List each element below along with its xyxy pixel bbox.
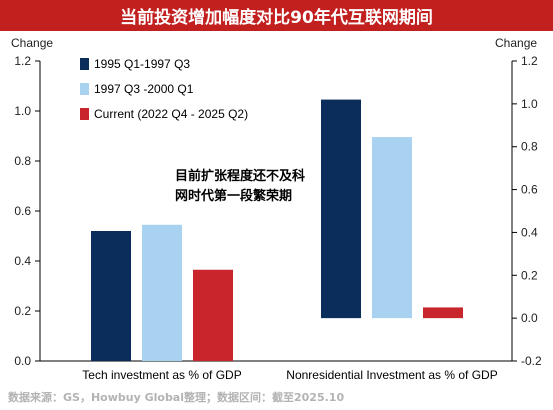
right-tick-label: 1.2 [521,54,538,68]
right-tick-label: 0.8 [521,140,538,154]
legend-label: Current (2022 Q4 - 2025 Q2) [94,107,248,121]
left-tick-label: 1.0 [14,104,31,118]
right-tick-label: 0.4 [521,225,538,239]
right-axis-ticks: -0.2 0.0 0.2 0.4 0.6 0.8 1.0 1.2 [512,54,542,368]
left-axis-label: Change [11,36,53,50]
left-tick-label: 0.2 [14,304,31,318]
bar-nonres-series-1 [321,99,361,319]
legend-swatch [80,83,89,95]
left-tick-label: 0.0 [14,354,31,368]
bar-nonres-series-2 [372,137,412,319]
legend-swatch [80,108,89,120]
legend-label: 1995 Q1-1997 Q3 [94,57,190,71]
right-axis-label: Change [495,36,537,50]
left-tick-label: 0.8 [14,154,31,168]
left-tick-label: 1.2 [14,54,31,68]
bar-tech-series-1 [91,231,131,361]
x-category-label-nonres: Nonresidential Investment as % of GDP [286,368,497,382]
right-tick-label: 1.0 [521,97,538,111]
right-tick-label: 0.6 [521,183,538,197]
legend-label: 1997 Q3 -2000 Q1 [94,82,194,96]
right-tick-label: 0.0 [521,311,538,325]
left-axis-ticks: 0.0 0.2 0.4 0.6 0.8 1.0 1.2 [14,54,40,368]
bar-nonres-series-3 [423,307,463,319]
bars [91,99,463,361]
bar-tech-series-2 [142,224,182,361]
left-tick-label: 0.4 [14,254,31,268]
left-tick-label: 0.6 [14,204,31,218]
legend-swatch [80,58,89,70]
legend: 1995 Q1-1997 Q3 1997 Q3 -2000 Q1 Current (… [80,57,248,121]
chart-title: 当前投资增加幅度对比90年代互联网期间 [0,0,553,31]
x-category-label-tech: Tech investment as % of GDP [82,368,241,382]
annotation: 目前扩张程度还不及科网时代第一段繁荣期 [175,168,305,203]
bar-tech-series-3 [193,269,233,361]
source-note: 数据来源：GS，Howbuy Global整理；数据区间：截至2025.10 [8,391,345,404]
right-tick-label: -0.2 [521,354,542,368]
chart: Change Change 0.0 0.2 0.4 0.6 0.8 1.0 1.2 -0.2… [11,36,542,382]
right-tick-label: 0.2 [521,268,538,282]
